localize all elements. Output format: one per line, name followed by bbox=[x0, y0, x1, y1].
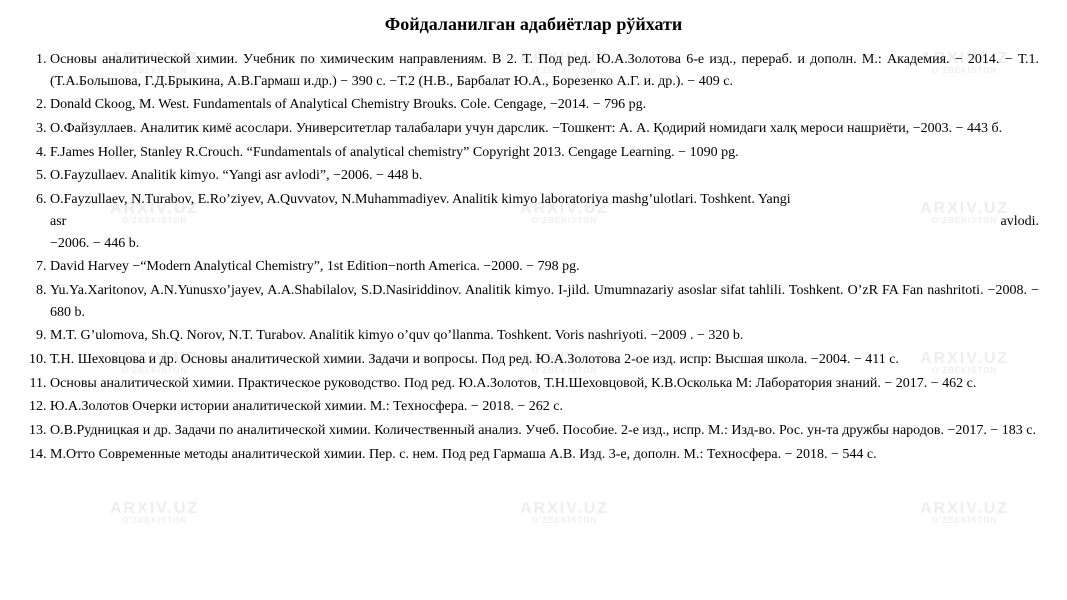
reference-item: O.Fayzullaev, N.Turabov, E.Roʼziyev, A.Q… bbox=[50, 189, 1039, 254]
ref-line-right: avlodi. bbox=[1001, 214, 1040, 229]
reference-item: Yu.Ya.Xaritonov, A.N.Yunusxoʼjayev, A.A.… bbox=[50, 280, 1039, 323]
reference-item: M.T. Gʼulomova, Sh.Q. Norov, N.T. Turabo… bbox=[50, 325, 1039, 347]
page-title: Фойдаланилган адабиётлар рўйхати bbox=[28, 14, 1039, 35]
ref-line-stretch: asr avlodi. bbox=[50, 211, 1039, 233]
reference-list: Основы аналитической химии. Учебник по х… bbox=[28, 49, 1039, 465]
watermark-brand: ARXIV.UZ bbox=[520, 500, 609, 518]
ref-line: O.Fayzullaev, N.Turabov, E.Roʼziyev, A.Q… bbox=[50, 192, 791, 207]
reference-item: F.James Holler, Stanley R.Crouch. “Funda… bbox=[50, 142, 1039, 164]
watermark: ARXIV.UZO'ZBEKISTON bbox=[110, 500, 199, 525]
reference-item: О.В.Рудницкая и др. Задачи по аналитичес… bbox=[50, 420, 1039, 442]
watermark-tag: O'ZBEKISTON bbox=[532, 516, 597, 525]
reference-item: O.Fayzullaev. Analitik kimyo. “Yangi asr… bbox=[50, 165, 1039, 187]
reference-item: Donald Ckoog, M. West. Fundamentals of A… bbox=[50, 94, 1039, 116]
reference-item: О.Файзуллаев. Аналитик кимё асослари. Ун… bbox=[50, 118, 1039, 140]
reference-item: Основы аналитической химии. Практическое… bbox=[50, 373, 1039, 395]
watermark: ARXIV.UZO'ZBEKISTON bbox=[920, 500, 1009, 525]
reference-item: Основы аналитической химии. Учебник по х… bbox=[50, 49, 1039, 92]
ref-line-left: asr bbox=[50, 214, 66, 229]
watermark-tag: O'ZBEKISTON bbox=[122, 516, 187, 525]
watermark-brand: ARXIV.UZ bbox=[920, 500, 1009, 518]
watermark-brand: ARXIV.UZ bbox=[110, 500, 199, 518]
reference-item: Т.Н. Шеховцова и др. Основы аналитическо… bbox=[50, 349, 1039, 371]
watermark: ARXIV.UZO'ZBEKISTON bbox=[520, 500, 609, 525]
document-content: Фойдаланилган адабиётлар рўйхати Основы … bbox=[28, 14, 1039, 465]
reference-item: Ю.А.Золотов Очерки истории аналитической… bbox=[50, 396, 1039, 418]
ref-line: −2006. − 446 b. bbox=[50, 236, 139, 251]
reference-item: David Harvey −“Modern Analytical Chemist… bbox=[50, 256, 1039, 278]
reference-item: М.Отто Современные методы аналитической … bbox=[50, 444, 1039, 466]
watermark-tag: O'ZBEKISTON bbox=[932, 516, 997, 525]
